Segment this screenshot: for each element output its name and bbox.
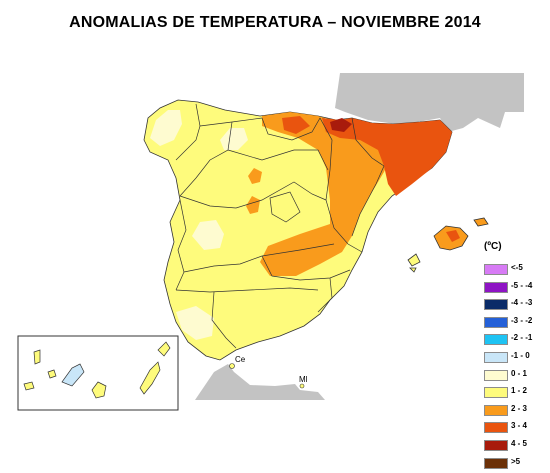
anomaly-0-1-leon <box>220 128 248 150</box>
legend-label: 2 - 3 <box>511 403 528 413</box>
anomaly-0-1-galicia <box>150 110 182 146</box>
legend-item: >5 <box>484 456 550 473</box>
legend: <-5 -5 - -4 -4 - -3 -3 - -2 -2 - -1 -1 - 0 0 -… <box>484 262 550 473</box>
legend-swatch <box>484 281 508 293</box>
legend-item: -5 - -4 <box>484 280 550 298</box>
legend-swatch <box>484 299 508 311</box>
legend-swatch <box>484 316 508 328</box>
legend-label: >5 <box>511 456 521 466</box>
region-boundaries <box>175 103 385 349</box>
legend-swatch <box>484 334 508 346</box>
anomaly-0-1-andalucia <box>176 306 214 340</box>
anomaly-2-3-valladolid <box>248 168 262 184</box>
legend-label: <-5 <box>511 263 523 272</box>
legend-swatch <box>484 457 508 469</box>
legend-item: 4 - 5 <box>484 438 550 456</box>
fuerteventura-island <box>139 361 161 395</box>
legend-item: -3 - -2 <box>484 315 550 333</box>
anomaly-2-3-avila <box>246 196 260 214</box>
ceuta-marker <box>229 363 235 369</box>
el-hierro-island <box>23 381 35 391</box>
gran-canaria-island <box>91 381 107 399</box>
legend-label: -1 - 0 <box>511 350 530 360</box>
legend-item: -1 - 0 <box>484 350 550 368</box>
legend-swatch <box>484 404 508 416</box>
legend-item: 2 - 3 <box>484 403 550 421</box>
legend-swatch <box>484 369 508 381</box>
anomaly-0-1-extremadura <box>192 220 224 250</box>
mallorca-core <box>446 230 460 242</box>
ibiza-island <box>407 253 421 267</box>
formentera-island <box>409 267 417 273</box>
canary-islands <box>23 341 171 399</box>
legend-item: -4 - -3 <box>484 297 550 315</box>
legend-label: -5 - -4 <box>511 280 533 290</box>
legend-unit-label: (ºC) <box>484 241 502 252</box>
morocco-landmass <box>195 364 325 400</box>
anomaly-2-3-east <box>260 112 394 276</box>
legend-label: -3 - -2 <box>511 315 533 325</box>
melilla-marker <box>299 383 305 389</box>
legend-swatch <box>484 439 508 451</box>
legend-label: -2 - -1 <box>511 333 533 343</box>
anomaly-3-4-northeast <box>322 118 452 196</box>
map-title: ANOMALIAS DE TEMPERATURA – NOVIEMBRE 201… <box>69 14 481 31</box>
la-gomera-island <box>47 369 57 379</box>
legend-item: -2 - -1 <box>484 332 550 350</box>
temperature-anomaly-map: Ce Ml <box>17 73 524 411</box>
legend-swatch <box>484 264 508 275</box>
legend-item: 0 - 1 <box>484 368 550 386</box>
france-landmass <box>335 73 524 132</box>
legend-label: 3 - 4 <box>511 421 528 431</box>
legend-swatch <box>484 422 508 434</box>
la-palma-island <box>33 349 41 365</box>
legend-item: 3 - 4 <box>484 420 550 438</box>
tenerife-island <box>61 363 85 387</box>
legend-item: 1 - 2 <box>484 385 550 403</box>
legend-label: -4 - -3 <box>511 298 533 308</box>
legend-item: <-5 <box>484 262 550 280</box>
legend-label: 4 - 5 <box>511 438 528 448</box>
legend-label: 0 - 1 <box>511 368 528 378</box>
legend-swatch <box>484 351 508 363</box>
anomaly-4-5-pyrenees <box>330 118 352 132</box>
legend-label: 1 - 2 <box>511 386 528 396</box>
legend-swatch <box>484 387 508 399</box>
ceuta-label: Ce <box>235 355 246 364</box>
melilla-label: Ml <box>299 375 308 384</box>
menorca-island <box>473 217 489 227</box>
anomaly-3-4-cantabria <box>282 116 310 134</box>
lanzarote-island <box>157 341 171 357</box>
